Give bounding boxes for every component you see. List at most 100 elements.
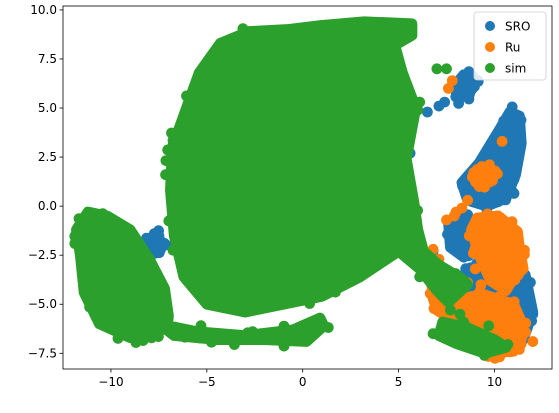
y-tick-label: 10.0 bbox=[30, 3, 57, 17]
plot-frame bbox=[62, 5, 553, 370]
data-point bbox=[166, 127, 177, 139]
data-point bbox=[247, 327, 259, 339]
data-point bbox=[470, 171, 482, 183]
data-point bbox=[153, 247, 165, 259]
data-point bbox=[70, 229, 81, 241]
data-point bbox=[160, 155, 172, 167]
data-point bbox=[508, 296, 520, 308]
data-point bbox=[482, 208, 493, 220]
legend-label-ru: Ru bbox=[505, 41, 520, 55]
data-point bbox=[167, 244, 179, 256]
data-point bbox=[278, 340, 290, 352]
data-point bbox=[516, 331, 528, 343]
data-point bbox=[492, 196, 504, 208]
y-tick-label: −5.0 bbox=[28, 297, 57, 311]
x-tick-label: −5 bbox=[198, 375, 216, 389]
data-point bbox=[527, 308, 539, 320]
data-point bbox=[445, 304, 456, 316]
data-point bbox=[162, 144, 174, 156]
data-point bbox=[463, 93, 475, 105]
data-point bbox=[515, 114, 527, 126]
data-point bbox=[479, 350, 490, 361]
data-point bbox=[422, 106, 433, 118]
data-point bbox=[195, 320, 207, 332]
data-point bbox=[492, 168, 503, 180]
data-point bbox=[237, 23, 249, 35]
plot-area bbox=[69, 16, 539, 364]
x-tick-label: 0 bbox=[299, 375, 307, 389]
data-point bbox=[493, 291, 504, 303]
data-point bbox=[112, 333, 124, 344]
legend: SRO Ru sim bbox=[473, 11, 547, 81]
legend-label-sim: sim bbox=[505, 62, 526, 76]
data-point bbox=[330, 286, 341, 298]
y-tick-label: 5.0 bbox=[38, 101, 57, 115]
data-point bbox=[499, 340, 511, 352]
data-point bbox=[73, 213, 85, 225]
x-axis: −10 −5 0 5 10 bbox=[98, 369, 502, 389]
data-point bbox=[441, 63, 452, 75]
data-point bbox=[475, 279, 487, 290]
data-point bbox=[427, 328, 439, 340]
data-point bbox=[143, 252, 155, 264]
series-sim bbox=[69, 16, 514, 361]
data-point bbox=[163, 215, 175, 227]
data-point bbox=[462, 194, 473, 206]
data-point bbox=[414, 271, 426, 283]
y-axis: −7.5 −5.0 −2.5 0.0 2.5 5.0 7.5 10.0 bbox=[28, 3, 63, 360]
legend-marker-sro bbox=[485, 21, 495, 31]
data-point bbox=[439, 96, 450, 108]
data-point bbox=[229, 339, 240, 350]
data-point bbox=[412, 104, 424, 116]
data-point bbox=[179, 331, 191, 343]
data-point bbox=[469, 263, 481, 275]
y-tick-label: 7.5 bbox=[38, 52, 57, 66]
data-point bbox=[508, 173, 520, 185]
data-point bbox=[483, 320, 495, 332]
data-point bbox=[148, 228, 160, 240]
data-point bbox=[137, 335, 149, 346]
data-point bbox=[428, 303, 440, 314]
data-point bbox=[465, 69, 476, 81]
data-point bbox=[181, 90, 192, 102]
data-point bbox=[97, 208, 109, 220]
data-point bbox=[454, 332, 466, 343]
data-point bbox=[322, 322, 334, 333]
data-point bbox=[194, 332, 206, 344]
legend-marker-ru bbox=[485, 42, 495, 52]
data-point bbox=[391, 37, 403, 49]
data-point bbox=[159, 238, 171, 250]
data-point bbox=[412, 205, 423, 216]
data-point bbox=[506, 101, 518, 113]
data-point bbox=[505, 225, 517, 237]
legend-marker-sim bbox=[485, 63, 495, 73]
data-point bbox=[446, 75, 458, 86]
data-point bbox=[304, 298, 315, 309]
data-point bbox=[160, 169, 172, 181]
series-sim-cluster bbox=[433, 316, 512, 359]
data-point bbox=[498, 115, 510, 127]
x-tick-label: 5 bbox=[395, 375, 403, 389]
data-point bbox=[452, 319, 464, 331]
data-point bbox=[492, 210, 504, 222]
x-tick-label: −10 bbox=[98, 375, 123, 389]
data-point bbox=[479, 181, 490, 193]
data-point bbox=[512, 269, 524, 281]
data-point bbox=[146, 332, 157, 344]
y-tick-label: −2.5 bbox=[28, 248, 57, 262]
series-sim-cluster bbox=[165, 16, 473, 318]
data-point bbox=[450, 268, 461, 279]
data-point bbox=[442, 228, 453, 240]
series-ru bbox=[423, 75, 539, 364]
data-point bbox=[525, 277, 536, 288]
data-point bbox=[431, 63, 443, 75]
data-point bbox=[514, 344, 525, 355]
data-point bbox=[463, 230, 475, 242]
data-point bbox=[468, 247, 479, 259]
y-tick-label: 0.0 bbox=[38, 199, 57, 213]
data-point bbox=[496, 136, 508, 147]
data-point bbox=[508, 188, 520, 199]
data-point bbox=[454, 308, 466, 320]
data-point bbox=[206, 336, 217, 348]
